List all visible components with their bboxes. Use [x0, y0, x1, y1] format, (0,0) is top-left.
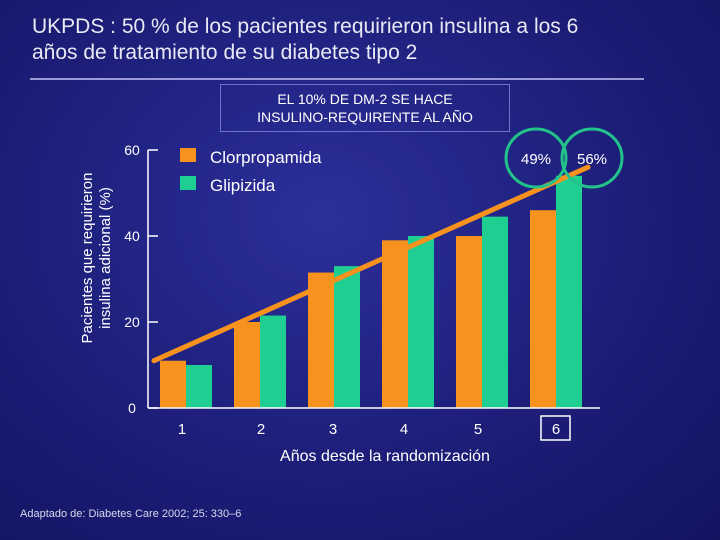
x-axis-label: Años desde la randomización [280, 448, 490, 465]
x-tick-label-3: 3 [329, 421, 337, 438]
x-tick-label-6: 6 [552, 421, 560, 438]
x-ticks-group: 1 2 3 4 5 6 [178, 421, 560, 438]
y-axis-label-line-2: insulina adicional (%) [97, 187, 114, 329]
bar-clorpropamida-year-3 [308, 272, 334, 408]
annotation-56: 56% [577, 151, 607, 168]
bar-glipizida-year-1 [186, 365, 212, 408]
title-divider [30, 78, 644, 80]
highlight-circle-49 [504, 127, 568, 189]
y-tick-label-60: 60 [124, 142, 140, 158]
bar-clorpropamida-year-5 [456, 236, 482, 408]
highlight-box-6 [540, 415, 571, 441]
bar-clorpropamida-year-1 [160, 360, 186, 408]
x-tick-label-5: 5 [474, 421, 482, 438]
legend-label-glipizida: Glipizida [210, 176, 276, 195]
y-axis-label: Pacientes que requirieron insulina adici… [79, 173, 114, 344]
callout-box: EL 10% DE DM-2 SE HACE INSULINO-REQUIREN… [220, 84, 510, 132]
slide-title: UKPDS : 50 % de los pacientes requiriero… [32, 14, 712, 66]
bar-glipizida-year-2 [260, 315, 286, 408]
title-line-2: años de tratamiento de su diabetes tipo … [32, 41, 418, 64]
bar-clorpropamida-year-6 [530, 210, 556, 408]
x-tick-label-4: 4 [400, 421, 408, 438]
legend-label-clorpropamida: Clorpropamida [210, 148, 322, 167]
callout-line-2: INSULINO-REQUIRENTE AL AÑO [257, 109, 473, 125]
bar-clorpropamida-year-4 [382, 240, 408, 408]
x-tick-label-1: 1 [178, 421, 186, 438]
bar-glipizida-year-5 [482, 216, 508, 408]
highlight-circle-56 [560, 127, 624, 189]
y-tick-label-0: 0 [128, 400, 136, 416]
x-tick-label-2: 2 [257, 421, 265, 438]
title-line-1: UKPDS : 50 % de los pacientes requiriero… [32, 15, 579, 38]
bar-glipizida-year-3 [334, 266, 360, 408]
source-citation: Adaptado de: Diabetes Care 2002; 25: 330… [20, 508, 242, 520]
annotation-49: 49% [521, 151, 551, 168]
bar-clorpropamida-year-2 [234, 322, 260, 408]
bars-group [160, 175, 582, 408]
callout-line-1: EL 10% DE DM-2 SE HACE [277, 91, 453, 107]
y-tick-label-40: 40 [124, 228, 140, 244]
bar-glipizida-year-6 [556, 175, 582, 408]
y-axis-label-line-1: Pacientes que requirieron [79, 173, 96, 344]
legend-swatch-glipizida [180, 176, 196, 190]
bar-glipizida-year-4 [408, 236, 434, 408]
legend-swatch-clorpropamida [180, 148, 196, 162]
y-tick-label-20: 20 [124, 314, 140, 330]
y-ticks-group: 0 20 40 60 [124, 142, 158, 416]
trend-line [151, 164, 591, 364]
